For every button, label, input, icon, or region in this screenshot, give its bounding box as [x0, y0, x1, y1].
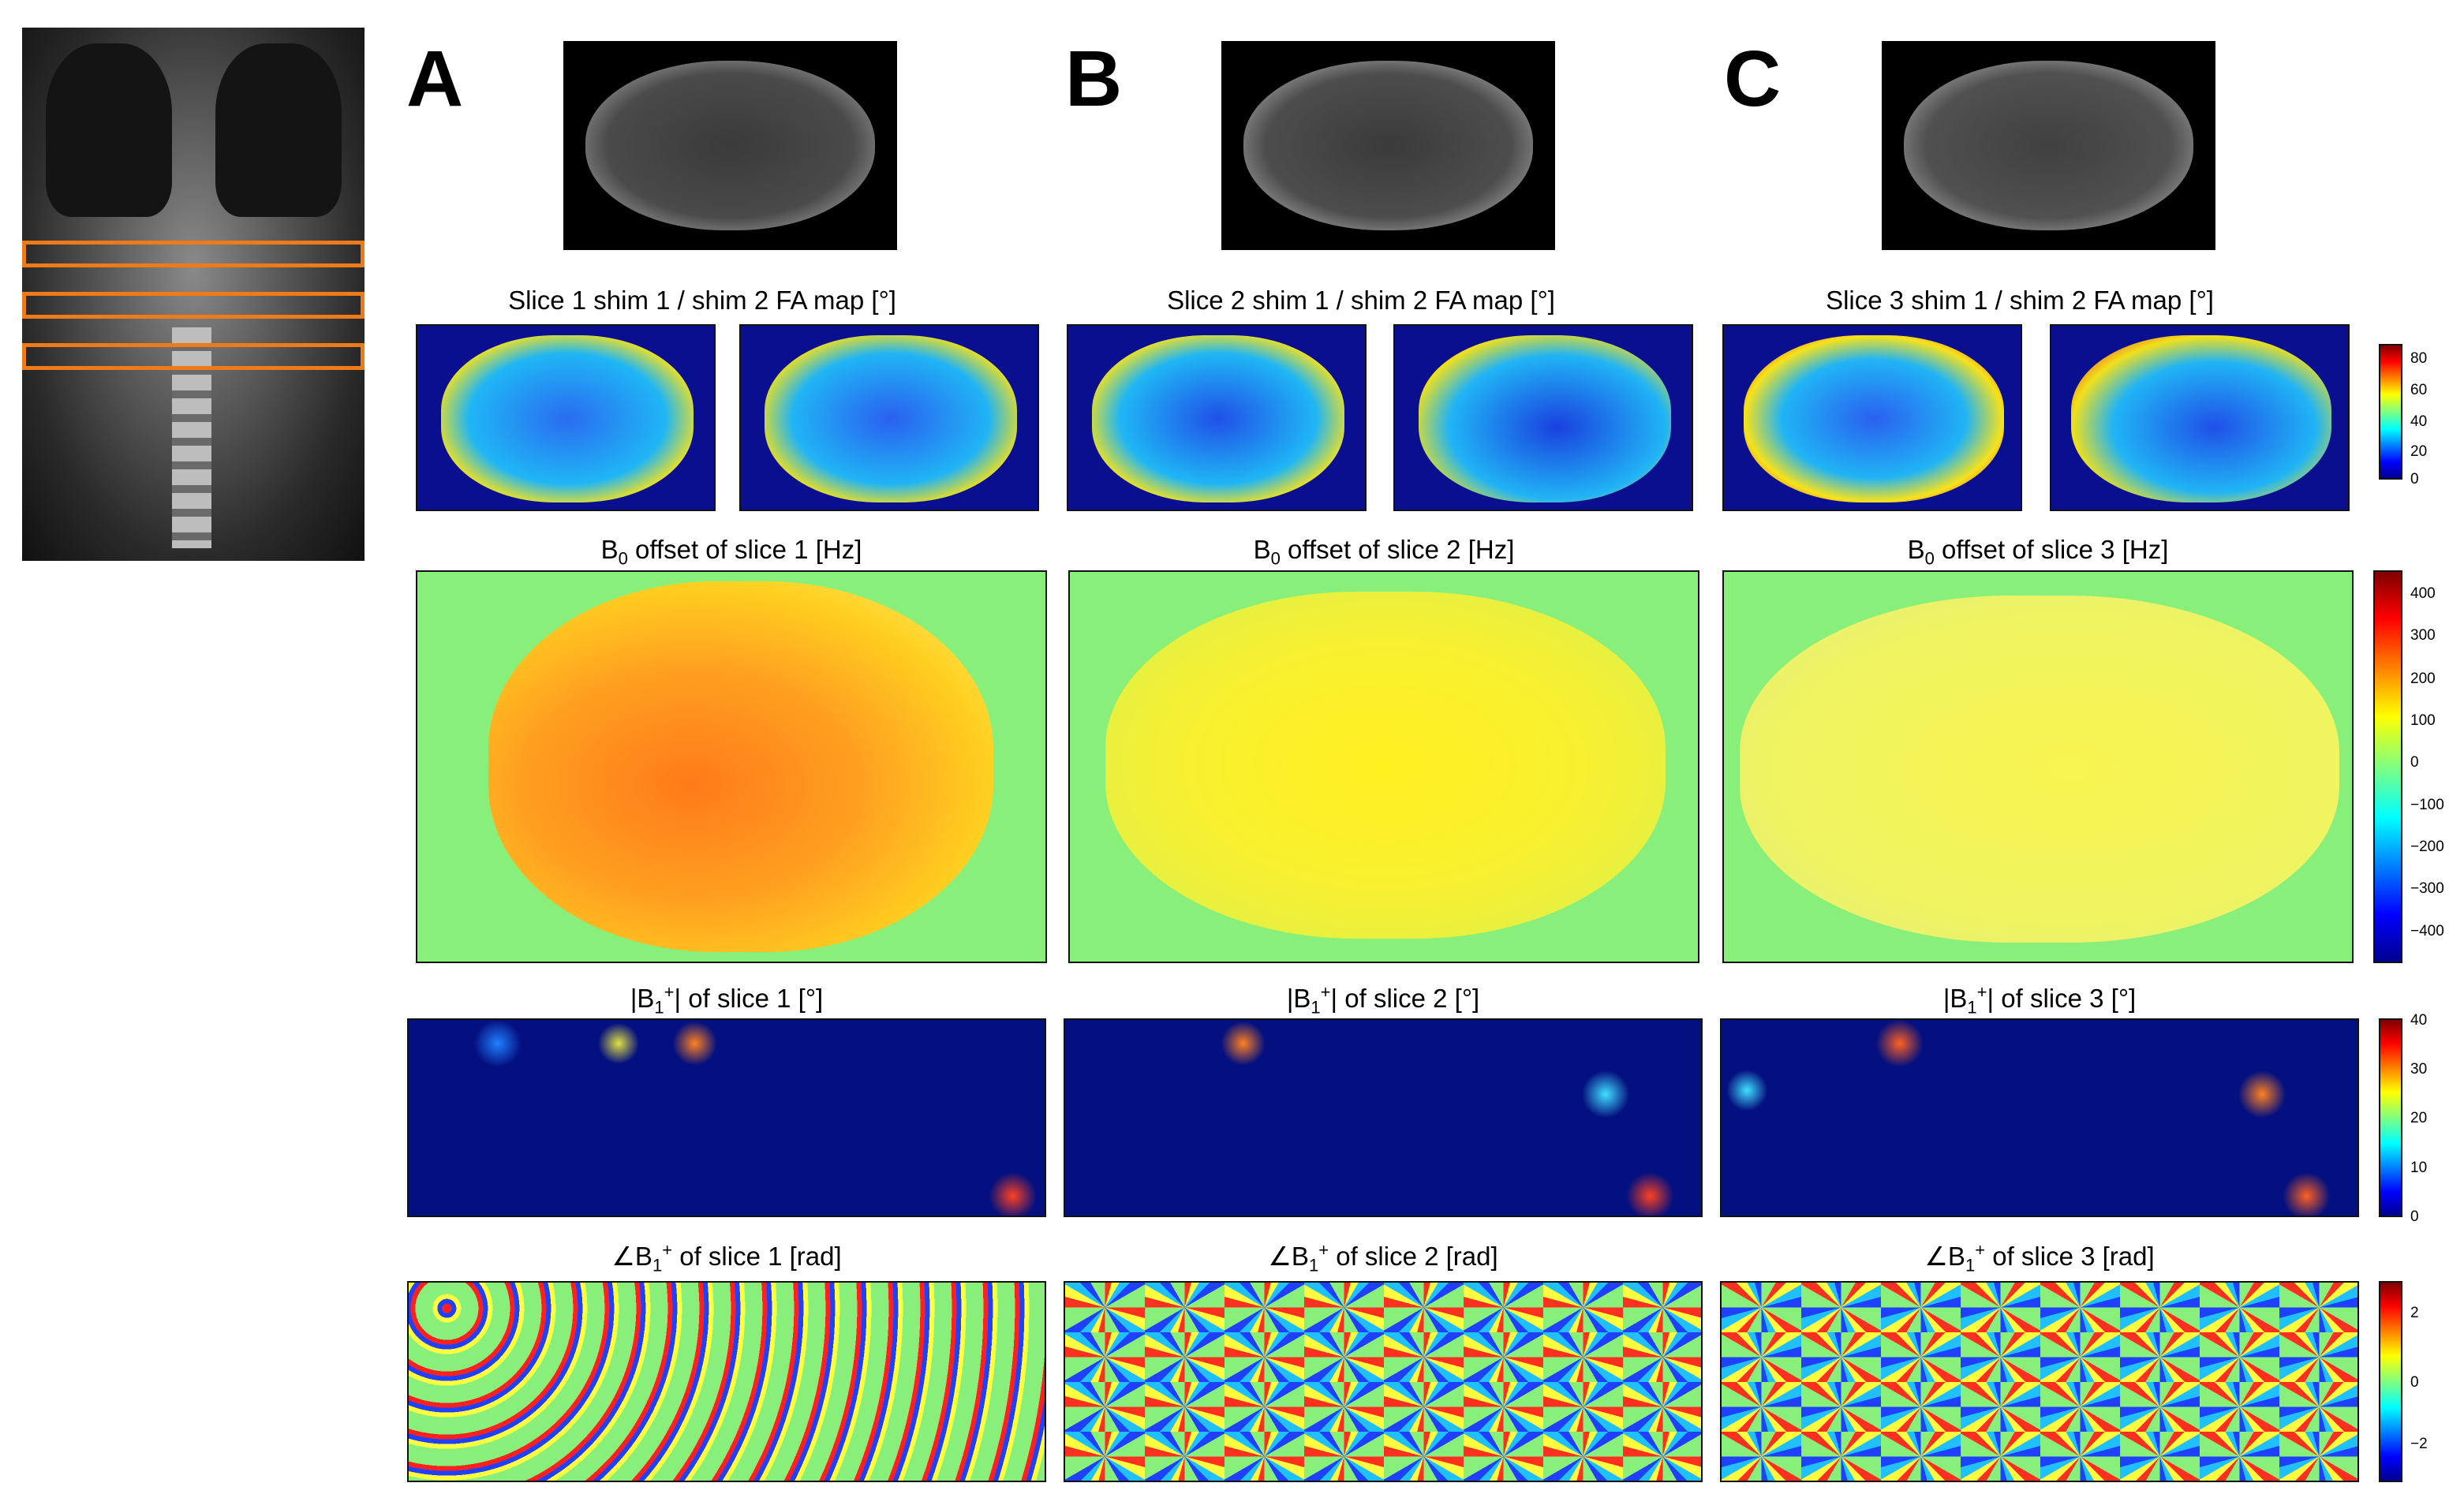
- b1-magnitude-colorbar-tick-2: 20: [2410, 1110, 2428, 1126]
- b0-colorbar-tick-3: 100: [2410, 712, 2436, 729]
- b0-colorbar: [2373, 570, 2402, 963]
- b1-phase-colorbar-tick-1: 0: [2410, 1374, 2419, 1391]
- b1-phase-title-slice-3: ∠B1+ of slice 3 [rad]: [1924, 1240, 2155, 1276]
- b1-phase-title-slice-1: ∠B1+ of slice 1 [rad]: [611, 1240, 842, 1276]
- b1-magnitude-colorbar-tick-0: 40: [2410, 1012, 2428, 1029]
- panel-letter-b: B: [1065, 35, 1123, 123]
- b1-magnitude-title-slice-2: |B1+| of slice 2 [°]: [1286, 982, 1480, 1018]
- b0-colorbar-tick-2: 200: [2410, 670, 2436, 687]
- spine-column: [172, 327, 211, 548]
- slice-box-1: [22, 241, 365, 267]
- b0-map-slice-3: [1722, 570, 2354, 963]
- b1-magnitude-title-slice-1: |B1+| of slice 1 [°]: [630, 982, 824, 1018]
- slice-box-2: [22, 292, 365, 319]
- fa-colorbar-tick-3: 20: [2410, 443, 2428, 460]
- fa-colorbar-tick-1: 60: [2410, 382, 2428, 398]
- b0-colorbar-tick-7: −300: [2410, 880, 2444, 897]
- axial-mr-image-slice-3: [1882, 41, 2215, 250]
- b1-phase-mosaic-slice-2: [1064, 1281, 1703, 1482]
- b1-phase-colorbar-tick-0: 2: [2410, 1305, 2419, 1321]
- b1-magnitude-mosaic-slice-3: [1720, 1018, 2359, 1217]
- panel-letter-c: C: [1724, 35, 1782, 123]
- fa-colorbar-tick-4: 0: [2410, 471, 2419, 487]
- fa-map-slice-3-shim-2: [2050, 324, 2350, 511]
- fa-map-slice-2-shim-2: [1393, 324, 1693, 511]
- b1-magnitude-mosaic-slice-2: [1064, 1018, 1703, 1217]
- fa-map-slice-3-shim-1: [1722, 324, 2022, 511]
- b0-title-slice-3: B0 offset of slice 3 [Hz]: [1907, 535, 2169, 569]
- fa-map-slice-1-shim-2: [739, 324, 1039, 511]
- coronal-localizer-image: [22, 28, 365, 561]
- b1-magnitude-colorbar-tick-1: 30: [2410, 1061, 2428, 1078]
- b1-magnitude-mosaic-slice-1: [407, 1018, 1046, 1217]
- b0-colorbar-tick-0: 400: [2410, 585, 2436, 602]
- b0-title-slice-1: B0 offset of slice 1 [Hz]: [600, 535, 862, 569]
- fa-map-title-slice-2: Slice 2 shim 1 / shim 2 FA map [°]: [1167, 286, 1555, 315]
- b1-phase-colorbar-tick-2: −2: [2410, 1436, 2428, 1452]
- b1-phase-mosaic-slice-3: [1720, 1281, 2359, 1482]
- fa-map-slice-1-shim-1: [416, 324, 716, 511]
- b0-colorbar-tick-5: −100: [2410, 797, 2444, 813]
- fa-colorbar-tick-0: 80: [2410, 350, 2428, 367]
- slice-box-3: [22, 343, 365, 370]
- axial-mr-image-slice-2: [1221, 41, 1555, 250]
- lung-dark-region-left: [46, 43, 172, 217]
- b1-magnitude-colorbar-tick-3: 10: [2410, 1160, 2428, 1176]
- b1-magnitude-colorbar-tick-4: 0: [2410, 1208, 2419, 1225]
- fa-map-title-slice-3: Slice 3 shim 1 / shim 2 FA map [°]: [1826, 286, 2214, 315]
- b0-title-slice-2: B0 offset of slice 2 [Hz]: [1253, 535, 1515, 569]
- b1-phase-title-slice-2: ∠B1+ of slice 2 [rad]: [1268, 1240, 1498, 1276]
- b0-map-slice-1: [416, 570, 1047, 963]
- fa-map-title-slice-1: Slice 1 shim 1 / shim 2 FA map [°]: [508, 286, 896, 315]
- b1-magnitude-colorbar: [2379, 1018, 2402, 1217]
- panel-letter-a: A: [406, 35, 464, 123]
- b0-colorbar-tick-6: −200: [2410, 839, 2444, 855]
- b0-colorbar-tick-8: −400: [2410, 923, 2444, 939]
- fa-colorbar: [2379, 344, 2402, 480]
- b0-colorbar-tick-4: 0: [2410, 754, 2419, 771]
- axial-mr-image-slice-1: [563, 41, 897, 250]
- b1-phase-mosaic-slice-1: [407, 1281, 1046, 1482]
- b0-colorbar-tick-1: 300: [2410, 627, 2436, 644]
- b1-phase-colorbar: [2379, 1281, 2402, 1482]
- b0-map-slice-2: [1068, 570, 1699, 963]
- fa-colorbar-tick-2: 40: [2410, 413, 2428, 430]
- lung-dark-region-right: [215, 43, 342, 217]
- fa-map-slice-2-shim-1: [1067, 324, 1367, 511]
- b1-magnitude-title-slice-3: |B1+| of slice 3 [°]: [1942, 982, 2137, 1018]
